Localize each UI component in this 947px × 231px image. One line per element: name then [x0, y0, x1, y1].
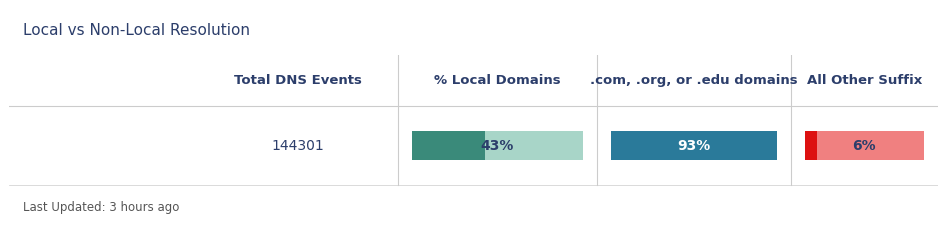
Text: Last Updated: 3 hours ago: Last Updated: 3 hours ago	[24, 201, 180, 214]
Text: All Other Suffix: All Other Suffix	[807, 74, 921, 87]
Text: Total DNS Events: Total DNS Events	[234, 74, 363, 87]
Bar	[412, 131, 582, 161]
Bar	[611, 131, 777, 161]
Text: 43%: 43%	[480, 139, 514, 152]
Bar	[412, 131, 485, 161]
Text: 144301: 144301	[272, 139, 325, 152]
Text: .com, .org, or .edu domains: .com, .org, or .edu domains	[590, 74, 797, 87]
Text: % Local Domains: % Local Domains	[434, 74, 561, 87]
Bar	[805, 131, 923, 161]
Text: Local vs Non-Local Resolution: Local vs Non-Local Resolution	[24, 23, 250, 38]
Text: 93%: 93%	[677, 139, 710, 152]
Bar	[805, 131, 816, 161]
Text: 6%: 6%	[852, 139, 876, 152]
